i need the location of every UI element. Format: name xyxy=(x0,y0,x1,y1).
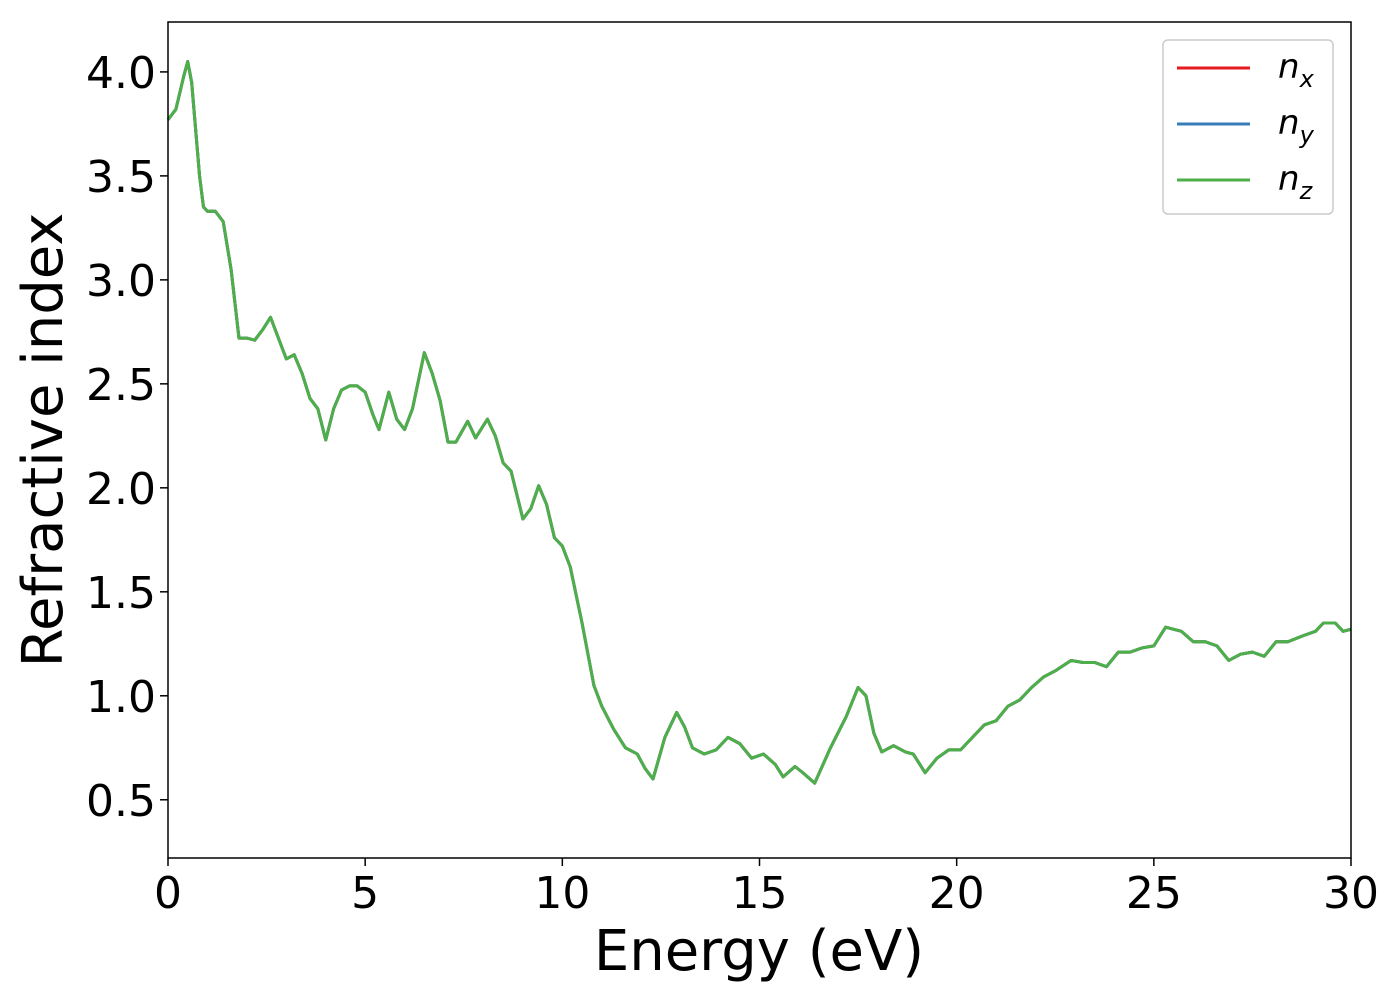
y-tick-label: 1.5 xyxy=(86,568,156,619)
x-axis-label: Energy (eV) xyxy=(594,919,924,984)
y-tick-label: 3.0 xyxy=(86,256,156,307)
y-axis-label: Refractive index xyxy=(11,213,76,668)
plot-frame xyxy=(167,21,1352,859)
y-tick-label: 2.5 xyxy=(86,360,156,411)
y-tick-label: 1.0 xyxy=(86,672,156,723)
x-tick-label: 0 xyxy=(154,868,182,919)
y-tick-label: 0.5 xyxy=(86,776,156,827)
legend-label: ny xyxy=(1278,103,1315,149)
legend-box xyxy=(1162,39,1334,215)
legend-label: nx xyxy=(1278,47,1315,93)
x-tick-label: 20 xyxy=(929,868,985,919)
y-tick-label: 3.5 xyxy=(86,152,156,203)
x-tick-label: 5 xyxy=(351,868,379,919)
x-tick-label: 25 xyxy=(1126,868,1182,919)
x-tick-label: 30 xyxy=(1323,868,1379,919)
x-tick-label: 10 xyxy=(534,868,590,919)
x-tick-label: 15 xyxy=(732,868,788,919)
y-tick-label: 2.0 xyxy=(86,464,156,515)
y-tick-label: 4.0 xyxy=(86,48,156,99)
series-line xyxy=(166,60,1352,785)
legend-label: nz xyxy=(1278,159,1314,205)
